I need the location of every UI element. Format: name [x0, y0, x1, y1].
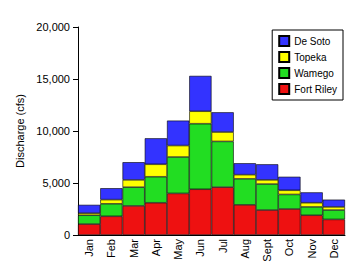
- svg-text:Mar: Mar: [128, 239, 140, 258]
- svg-text:10,000: 10,000: [36, 125, 70, 137]
- svg-text:Nov: Nov: [306, 239, 318, 259]
- svg-text:De Soto: De Soto: [294, 36, 331, 47]
- svg-text:Sept: Sept: [261, 239, 273, 262]
- svg-text:Jan: Jan: [83, 239, 95, 257]
- svg-text:Dec: Dec: [328, 239, 340, 259]
- svg-text:Apr: Apr: [150, 239, 162, 256]
- svg-text:Aug: Aug: [239, 239, 251, 259]
- svg-text:Jul: Jul: [217, 239, 229, 253]
- svg-text:Oct: Oct: [283, 239, 295, 256]
- svg-text:15,000: 15,000: [36, 73, 70, 85]
- svg-text:Topeka: Topeka: [294, 52, 327, 63]
- svg-text:5,000: 5,000: [42, 177, 70, 189]
- svg-text:20,000: 20,000: [36, 21, 70, 33]
- svg-text:0: 0: [64, 229, 70, 241]
- svg-text:Feb: Feb: [105, 239, 117, 258]
- svg-text:Discharge (cfs): Discharge (cfs): [14, 94, 26, 168]
- svg-text:Fort Riley: Fort Riley: [294, 84, 337, 95]
- svg-text:Wamego: Wamego: [294, 68, 334, 79]
- svg-text:Jun: Jun: [194, 239, 206, 257]
- svg-text:May: May: [172, 239, 184, 260]
